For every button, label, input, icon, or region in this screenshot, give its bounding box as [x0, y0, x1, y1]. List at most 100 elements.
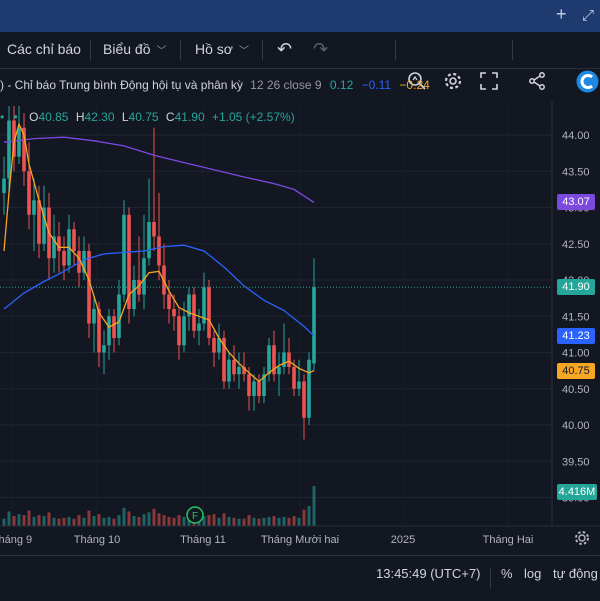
volume-bar — [92, 516, 96, 526]
ma-short-price-label: 40.75 — [557, 362, 595, 379]
toolbar-divider — [180, 40, 181, 60]
candle — [127, 207, 131, 324]
expand-icon[interactable]: ⤢ — [582, 7, 595, 24]
candle — [277, 352, 281, 396]
candle — [292, 359, 296, 396]
volume-bar — [27, 510, 31, 526]
candle — [192, 287, 196, 338]
undo-icon[interactable]: ↶ — [277, 39, 293, 59]
indicator-params: 12 26 close 9 — [250, 78, 322, 92]
volume-bar — [277, 517, 281, 526]
x-tick-label: Tháng 11 — [180, 534, 226, 546]
chart-menu-button[interactable]: Biểu đồ ﹀ — [103, 41, 166, 57]
indicator-legend: ) - Chỉ báo Trung bình Động hội tụ và ph… — [0, 70, 600, 100]
candles — [2, 106, 316, 440]
x-tick-label: 2025 — [391, 534, 415, 546]
volume-bar — [242, 518, 246, 526]
chevron-down-icon: ﹀ — [156, 46, 167, 57]
candle — [202, 272, 206, 331]
volume-bar — [297, 517, 301, 526]
logo-icon[interactable] — [575, 69, 600, 99]
candle — [67, 214, 71, 273]
candle — [242, 352, 246, 382]
x-axis: Tháng 9 Tháng 10 Tháng 11 Tháng Mười hai 202… — [0, 525, 600, 546]
profile-menu-label: Hồ sơ — [195, 41, 233, 57]
dot-up-icon: • — [13, 110, 18, 124]
candle — [2, 156, 6, 215]
x-tick-label: Tháng Mười hai — [261, 534, 339, 546]
candle — [137, 236, 141, 302]
volume-bar — [77, 515, 81, 526]
auto-scale-toggle[interactable]: tự động — [553, 566, 598, 581]
candle — [117, 280, 121, 346]
price-chart[interactable]: 44.0043.5043.0042.5042.0041.5041.0040.50… — [0, 100, 600, 555]
volume-bar — [272, 516, 276, 526]
volume-bar — [202, 516, 206, 526]
add-tab-icon[interactable]: + — [556, 4, 567, 24]
y-tick-label: 39.50 — [562, 456, 590, 468]
candle — [87, 243, 91, 338]
volume-bar — [117, 515, 121, 526]
open-value: 40.85 — [38, 110, 69, 124]
volume-bar — [282, 516, 286, 526]
volume-bar — [142, 514, 146, 526]
volume-bar — [7, 511, 11, 526]
volume-bar — [12, 516, 16, 526]
indicator-name[interactable]: ) - Chỉ báo Trung bình Động hội tụ và ph… — [0, 78, 243, 92]
settings-gear-icon[interactable] — [575, 531, 589, 545]
volume-bar — [97, 514, 101, 526]
percent-scale-toggle[interactable]: % — [501, 566, 513, 581]
change-value: +1.05 (+2.57%) — [211, 110, 295, 124]
volume-bar — [2, 518, 6, 526]
volume-bar — [222, 513, 226, 526]
y-tick-label: 41.00 — [562, 348, 590, 360]
toolbar-divider — [395, 40, 396, 60]
fullscreen-icon[interactable] — [479, 71, 499, 96]
volume-bar — [32, 516, 36, 526]
candle — [222, 330, 226, 389]
volume-bar — [82, 517, 86, 526]
volume-bar — [207, 515, 211, 526]
candle — [212, 330, 216, 367]
volume-bar — [37, 515, 41, 526]
volume-bar — [147, 512, 151, 526]
volume-bar — [187, 517, 191, 526]
candle — [107, 309, 111, 360]
x-tick-label: Tháng 10 — [74, 534, 120, 546]
candle — [307, 352, 311, 425]
chart-menu-label: Biểu đồ — [103, 41, 151, 57]
settings-gear-icon[interactable] — [443, 71, 463, 96]
clock-timezone[interactable]: 13:45:49 (UTC+7) — [376, 566, 481, 581]
close-label: C — [165, 110, 175, 124]
close-value: 41.90 — [174, 110, 205, 124]
signal-value: −0.11 — [361, 78, 392, 92]
x-tick-label: Tháng Hai — [483, 534, 534, 546]
ma-mid-line — [3, 244, 315, 337]
y-tick-label: 43.50 — [562, 166, 590, 178]
volume-bar — [47, 512, 51, 526]
volume-bar — [137, 516, 141, 526]
volume-bar — [247, 515, 251, 526]
event-marker[interactable]: F — [186, 506, 204, 524]
indicators-button[interactable]: Các chỉ báo — [7, 41, 81, 57]
histogram-value: −0.24 — [399, 78, 430, 92]
volume-bar — [267, 516, 271, 526]
y-tick-label: 40.50 — [562, 384, 590, 396]
volume-bar — [172, 517, 176, 526]
y-tick-label: 40.00 — [562, 420, 590, 432]
ma-long-price-label: 43.07 — [557, 194, 595, 211]
volume-bar — [87, 510, 91, 526]
redo-icon[interactable]: ↷ — [313, 39, 329, 59]
profile-menu-button[interactable]: Hồ sơ ﹀ — [195, 41, 249, 57]
share-icon[interactable] — [527, 71, 547, 96]
quick-search-icon[interactable] — [407, 71, 427, 96]
candle — [172, 294, 176, 331]
log-scale-toggle[interactable]: log — [524, 566, 542, 581]
ohlc-legend: • • O40.85 H42.30 L40.75 C41.90 +1.05 (+… — [0, 110, 295, 124]
candle — [187, 287, 191, 331]
candle — [282, 323, 286, 375]
candle — [102, 330, 106, 375]
volume-bar — [67, 516, 71, 526]
volume-bar — [17, 514, 21, 526]
moving-averages — [3, 122, 315, 383]
